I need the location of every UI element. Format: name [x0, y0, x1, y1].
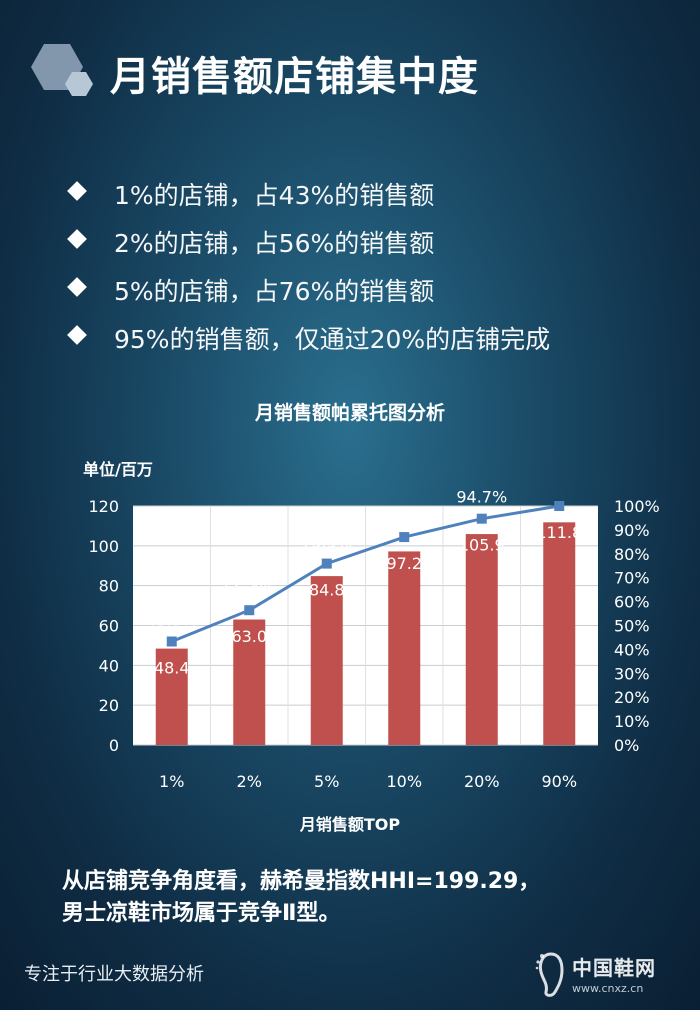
y-left-tick-label: 120 — [88, 497, 119, 516]
hexagon-logo-icon — [31, 44, 93, 96]
page-title: 月销售额店铺集中度 — [110, 54, 479, 100]
chart-title: 月销售额帕累托图分析 — [254, 402, 445, 424]
y-right-tick-label: 30% — [614, 664, 650, 683]
line-marker — [166, 636, 177, 647]
diamond-bullet-icon — [67, 229, 87, 249]
line-value-label: 75.9% — [301, 533, 352, 552]
bar — [388, 551, 421, 745]
bar — [465, 534, 498, 745]
bar — [543, 522, 576, 745]
x-axis-title: 月销售额TOP — [299, 815, 401, 834]
line-marker — [321, 558, 332, 569]
y-right-tick-label: 100% — [614, 497, 660, 516]
bar-value-label: 84.8 — [309, 581, 345, 600]
y-right-tick-label: 90% — [614, 521, 650, 540]
line-marker — [554, 501, 565, 511]
y-right-tick-label: 40% — [614, 640, 650, 659]
y-right-tick-label: 60% — [614, 593, 650, 612]
x-tick-label: 10% — [386, 772, 422, 791]
diamond-bullet-icon — [67, 277, 87, 297]
y-axis-unit-label: 单位/百万 — [83, 460, 153, 479]
bullet-text: 1%的店铺，占43%的销售额 — [114, 181, 435, 210]
bullet-text: 5%的店铺，占76%的销售额 — [114, 277, 435, 306]
x-tick-label: 20% — [464, 772, 500, 791]
line-value-label: 56.4% — [224, 579, 275, 598]
cumulative-line — [171, 504, 560, 643]
y-right-tick-label: 50% — [614, 617, 650, 636]
line-value-label: 94.7% — [456, 490, 507, 507]
y-left-tick-label: 20 — [99, 696, 119, 715]
y-left-tick-label: 100 — [88, 537, 119, 556]
pareto-chart: 0 20 40 60 80 100 120 0% 10% 20% 30% 40% 50% 60% 70% 80… — [88, 490, 660, 791]
watermark-url: www.cnxz.cn — [572, 982, 644, 995]
y-right-tick-label: 20% — [614, 688, 650, 707]
watermark: 中国鞋网 www.cnxz.cn — [520, 948, 690, 1004]
line-value-label: 87.0% — [379, 506, 430, 525]
x-tick-label: 1% — [159, 772, 184, 791]
bar — [233, 619, 266, 745]
x-tick-label: 90% — [541, 772, 577, 791]
y-right-tick-label: 70% — [614, 569, 650, 588]
conclusion-text: 从店铺竞争角度看，赫希曼指数HHI=199.29， 男士凉鞋市场属于竞争Ⅱ型。 — [62, 866, 540, 930]
line-value-label: 100.0% — [529, 490, 590, 494]
y-left-tick-label: 60 — [99, 617, 119, 636]
conclusion-line: 从店铺竞争角度看，赫希曼指数HHI=199.29， — [62, 869, 541, 894]
diamond-bullet-icon — [67, 325, 87, 345]
x-tick-label: 2% — [237, 772, 262, 791]
y-left-tick-label: 0 — [109, 736, 119, 755]
line-marker — [399, 532, 410, 543]
line-marker — [244, 605, 255, 616]
shoe-logo-icon — [535, 952, 564, 997]
x-tick-label: 5% — [314, 772, 339, 791]
bar-value-label: 48.4 — [154, 659, 190, 678]
bar — [310, 576, 343, 745]
line-marker — [476, 513, 487, 524]
diamond-bullet-icon — [67, 181, 87, 201]
bullet-text: 95%的销售额，仅通过20%的店铺完成 — [114, 325, 551, 354]
bar-value-label: 63.0 — [231, 627, 267, 646]
y-right-tick-label: 0% — [614, 736, 639, 755]
y-right-tick-label: 80% — [614, 545, 650, 564]
bar-value-label: 111.8 — [536, 523, 582, 542]
footer-tagline: 专注于行业大数据分析 — [24, 964, 204, 985]
y-left-tick-label: 40 — [99, 656, 119, 675]
conclusion-line: 男士凉鞋市场属于竞争Ⅱ型。 — [62, 901, 341, 926]
y-right-tick-label: 10% — [614, 712, 650, 731]
bar-value-label: 97.2 — [386, 554, 422, 573]
bar-value-label: 105.9 — [459, 536, 505, 555]
bullet-text: 2%的店铺，占56%的销售额 — [114, 229, 435, 258]
line-value-label: 43.3% — [146, 611, 197, 630]
y-left-tick-label: 80 — [99, 577, 119, 596]
bar — [155, 648, 188, 745]
watermark-name: 中国鞋网 — [572, 956, 656, 980]
